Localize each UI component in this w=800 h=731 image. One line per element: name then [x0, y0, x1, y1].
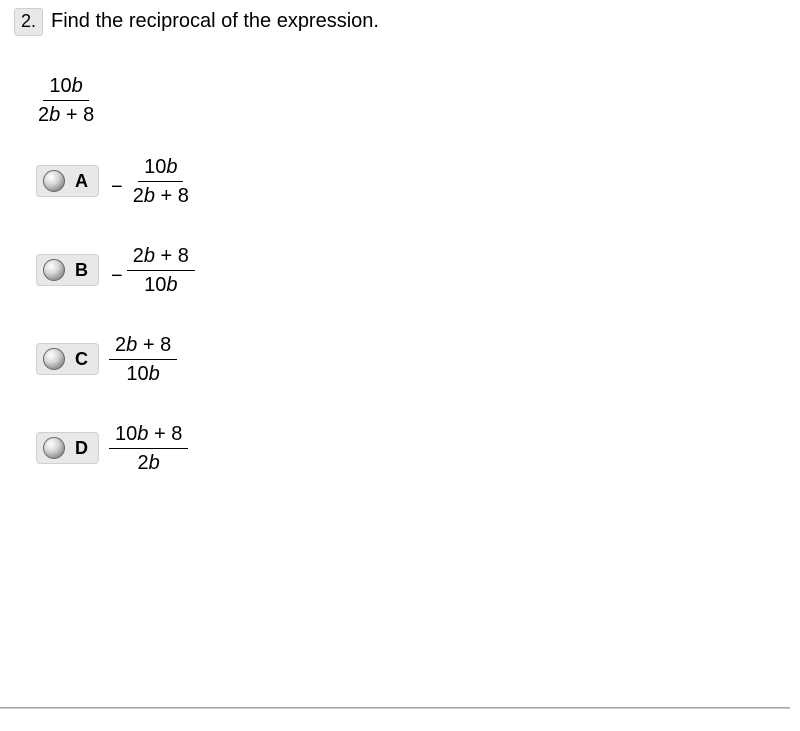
opt-c-num-const: 8 — [160, 334, 171, 356]
option-c-denominator: 10b — [120, 360, 165, 386]
given-num-var: b — [72, 75, 83, 97]
option-c-numerator: 2b + 8 — [109, 333, 177, 360]
radio-icon[interactable] — [43, 259, 65, 281]
radio-icon[interactable] — [43, 170, 65, 192]
given-fraction: 10b 2b + 8 — [32, 74, 100, 127]
given-den-const: 8 — [83, 104, 94, 126]
opt-d-num-const: 8 — [171, 423, 182, 445]
option-d-denominator: 2b — [132, 449, 166, 475]
opt-b-num-coef: 2 — [133, 245, 144, 267]
given-numerator: 10b — [43, 74, 88, 101]
opt-b-den-coef: 10 — [144, 274, 166, 296]
opt-d-num-var: b — [137, 423, 148, 445]
radio-icon[interactable] — [43, 348, 65, 370]
page-container: 2. Find the reciprocal of the expression… — [0, 0, 800, 731]
option-b-badge[interactable]: B — [36, 254, 99, 286]
opt-a-den-const: 8 — [178, 185, 189, 207]
option-a-badge[interactable]: A — [36, 165, 99, 197]
option-d-badge[interactable]: D — [36, 432, 99, 464]
opt-d-num-op: + — [154, 423, 166, 445]
opt-c-den-var: b — [149, 363, 160, 385]
option-c[interactable]: C 2b + 8 10b — [36, 333, 800, 386]
opt-c-num-var: b — [126, 334, 137, 356]
option-d[interactable]: D 10b + 8 2b — [36, 422, 800, 475]
opt-a-den-op: + — [161, 185, 173, 207]
option-c-expression: 2b + 8 10b — [109, 333, 177, 386]
option-a-denominator: 2b + 8 — [127, 182, 195, 208]
option-c-fraction: 2b + 8 10b — [109, 333, 177, 386]
given-num-coef: 10 — [49, 75, 71, 97]
opt-c-den-coef: 10 — [126, 363, 148, 385]
opt-d-den-var: b — [149, 452, 160, 474]
opt-b-den-var: b — [166, 274, 177, 296]
option-b-denominator: 10b — [138, 271, 183, 297]
given-denominator: 2b + 8 — [32, 101, 100, 127]
option-c-letter: C — [75, 349, 88, 370]
opt-b-num-var: b — [144, 245, 155, 267]
opt-d-den-coef: 2 — [138, 452, 149, 474]
option-a[interactable]: A − 10b 2b + 8 — [36, 155, 800, 208]
option-d-fraction: 10b + 8 2b — [109, 422, 188, 475]
option-b[interactable]: B − 2b + 8 10b — [36, 244, 800, 297]
option-a-letter: A — [75, 171, 88, 192]
option-b-expression: − 2b + 8 10b — [109, 244, 195, 297]
given-den-op: + — [66, 104, 78, 126]
options-list: A − 10b 2b + 8 B − — [36, 155, 800, 475]
option-d-letter: D — [75, 438, 88, 459]
option-a-expression: − 10b 2b + 8 — [109, 155, 195, 208]
option-a-sign: − — [111, 176, 123, 199]
option-b-numerator: 2b + 8 — [127, 244, 195, 271]
option-d-numerator: 10b + 8 — [109, 422, 188, 449]
option-c-badge[interactable]: C — [36, 343, 99, 375]
given-den-coef: 2 — [38, 104, 49, 126]
opt-b-num-const: 8 — [178, 245, 189, 267]
option-b-letter: B — [75, 260, 88, 281]
option-a-numerator: 10b — [138, 155, 183, 182]
option-b-fraction: 2b + 8 10b — [127, 244, 195, 297]
given-den-var: b — [49, 104, 60, 126]
opt-a-den-coef: 2 — [133, 185, 144, 207]
option-b-sign: − — [111, 265, 123, 288]
given-expression: 10b 2b + 8 — [32, 74, 800, 127]
question-text: Find the reciprocal of the expression. — [51, 8, 379, 33]
opt-a-num-var: b — [166, 156, 177, 178]
opt-b-num-op: + — [161, 245, 173, 267]
radio-icon[interactable] — [43, 437, 65, 459]
option-d-expression: 10b + 8 2b — [109, 422, 188, 475]
opt-c-num-coef: 2 — [115, 334, 126, 356]
opt-a-den-var: b — [144, 185, 155, 207]
opt-a-num-coef: 10 — [144, 156, 166, 178]
opt-c-num-op: + — [143, 334, 155, 356]
option-a-fraction: 10b 2b + 8 — [127, 155, 195, 208]
opt-d-num-coef: 10 — [115, 423, 137, 445]
footer-divider — [0, 707, 790, 709]
question-number-badge: 2. — [14, 8, 43, 36]
question-row: 2. Find the reciprocal of the expression… — [0, 0, 800, 36]
question-number: 2. — [21, 11, 36, 31]
